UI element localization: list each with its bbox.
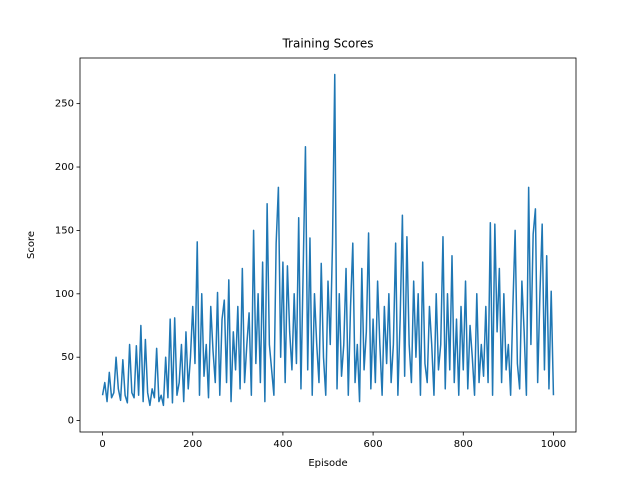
- y-tick-label: 200: [55, 162, 74, 173]
- axes-frame: [79, 57, 577, 433]
- y-tick-label: 0: [68, 416, 74, 427]
- chart-title: Training Scores: [281, 37, 373, 51]
- x-tick-label: 400: [273, 439, 292, 450]
- x-tick-label: 600: [364, 439, 383, 450]
- x-tick-label: 800: [454, 439, 473, 450]
- y-tick-label: 50: [61, 352, 74, 363]
- x-tick-label: 1000: [541, 439, 566, 450]
- x-tick-label: 200: [183, 439, 202, 450]
- y-axis-label: Score: [26, 231, 37, 259]
- y-tick-label: 150: [55, 225, 74, 236]
- x-tick-label: 0: [99, 439, 105, 450]
- line-series: [101, 73, 555, 407]
- y-tick-label: 250: [55, 99, 74, 110]
- x-axis-label: Episode: [308, 458, 347, 469]
- y-tick-label: 100: [55, 289, 74, 300]
